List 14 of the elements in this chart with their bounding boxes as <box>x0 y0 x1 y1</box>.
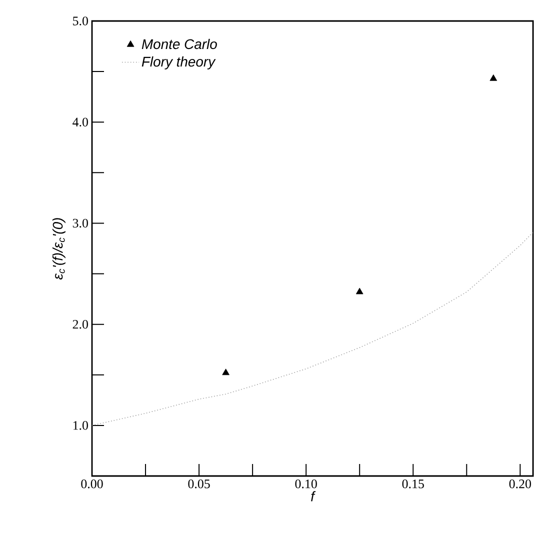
y-tick-label: 1.0 <box>73 421 88 430</box>
y-axis-title: ε$_{c}$'(f)/ε$_{c}$'(0) <box>52 218 66 280</box>
x-tick-label: 0.00 <box>81 480 103 488</box>
x-tick-label: 0.05 <box>188 480 210 488</box>
x-axis-title: f <box>311 491 316 502</box>
x-tick-label: 0.20 <box>509 480 531 488</box>
y-tick-label: 4.0 <box>72 118 88 127</box>
y-tick-label: 3.0 <box>72 218 88 228</box>
x-tick-label: 0.15 <box>402 480 424 488</box>
legend-label: Monte Carlo <box>142 38 217 50</box>
x-tick-label: 0.10 <box>295 480 317 488</box>
legend-label: Flory theory <box>142 56 216 70</box>
y-tick-label: 5.0 <box>73 16 88 26</box>
y-tick-label: 2.0 <box>72 320 88 329</box>
